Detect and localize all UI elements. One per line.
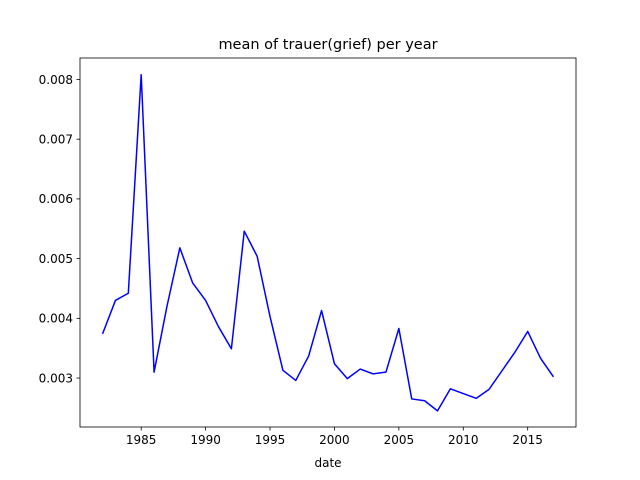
plot-area [79, 57, 577, 428]
x-axis: 1985 1990 1995 2000 2005 2010 2015 [126, 427, 543, 447]
chart-title: mean of trauer(grief) per year [218, 37, 437, 53]
x-axis-label: date [314, 456, 341, 470]
y-tick-label: 0.004 [39, 312, 73, 326]
x-tick-label: 2005 [384, 433, 415, 447]
x-tick-label: 2015 [512, 433, 543, 447]
y-tick-label: 0.008 [39, 73, 73, 87]
x-tick-label: 1990 [190, 433, 221, 447]
y-tick-label: 0.003 [39, 371, 73, 385]
y-axis: 0.003 0.004 0.005 0.006 0.007 0.008 [39, 73, 80, 385]
x-tick-label: 2010 [448, 433, 479, 447]
x-tick-label: 2000 [319, 433, 350, 447]
axes-frame [79, 57, 577, 428]
series-line-0 [101, 73, 555, 412]
y-tick-label: 0.007 [39, 133, 73, 147]
x-tick-label: 1985 [126, 433, 157, 447]
x-tick-label: 1995 [255, 433, 286, 447]
y-tick-label: 0.006 [39, 192, 73, 206]
y-tick-label: 0.005 [39, 252, 73, 266]
